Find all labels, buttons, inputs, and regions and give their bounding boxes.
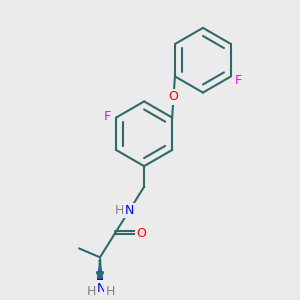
Text: H: H <box>106 285 115 298</box>
Text: O: O <box>136 227 146 240</box>
Text: H: H <box>114 204 124 217</box>
Text: H: H <box>86 285 96 298</box>
Text: O: O <box>169 91 178 103</box>
Text: N: N <box>125 204 134 217</box>
Text: F: F <box>104 110 111 123</box>
Text: F: F <box>235 74 242 87</box>
Polygon shape <box>97 257 104 284</box>
Text: N: N <box>97 282 106 295</box>
